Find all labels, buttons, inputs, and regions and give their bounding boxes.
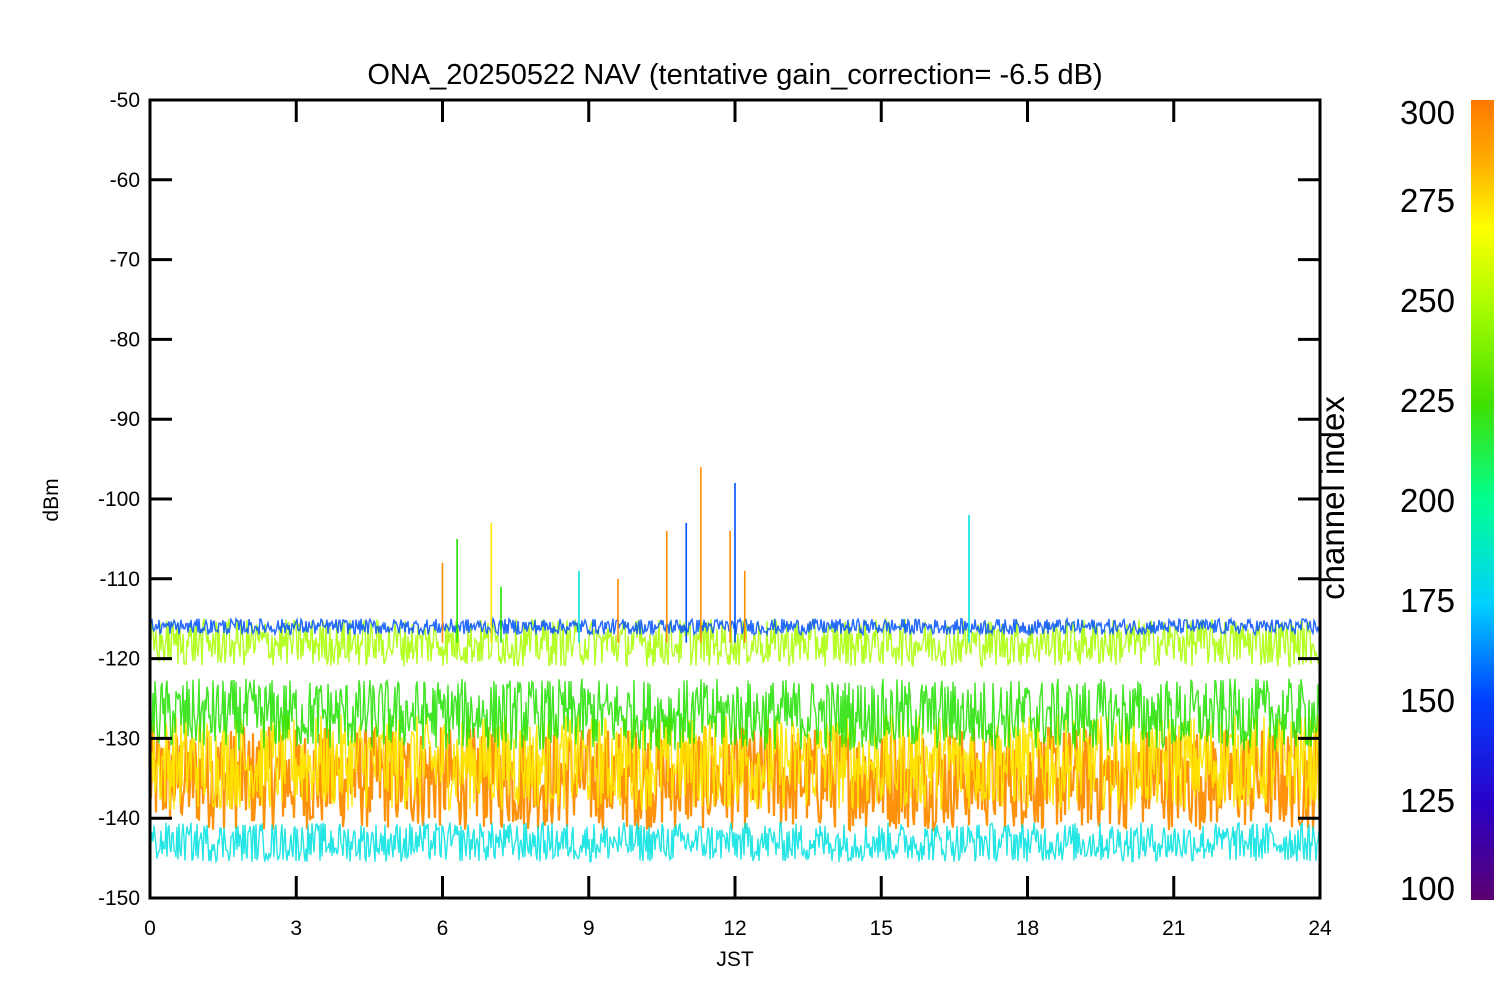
y-tick-label: -70 <box>110 249 140 272</box>
x-tick-label: 15 <box>870 917 893 940</box>
colorbar-tick-label: 275 <box>1400 182 1455 219</box>
colorbar-tick-label: 175 <box>1400 582 1455 619</box>
y-tick-label: -140 <box>98 807 140 830</box>
y-tick-label: -150 <box>98 887 140 910</box>
colorbar-ticks: 300 275 250 225 200 175 150 125 100 <box>1400 94 1455 907</box>
x-tick-label: 18 <box>1016 917 1039 940</box>
x-tick-label: 21 <box>1162 917 1185 940</box>
y-tick-label: -60 <box>110 169 140 192</box>
y-tick-label: -50 <box>110 89 140 112</box>
colorbar <box>1471 100 1494 900</box>
y-tick-label: -80 <box>110 328 140 351</box>
x-tick-label: 0 <box>144 917 156 940</box>
y-tick-label: -110 <box>100 568 140 591</box>
colorbar-label: channel index <box>1314 396 1351 600</box>
x-tick-label: 6 <box>437 917 449 940</box>
chart-title: ONA_20250522 NAV (tentative gain_correct… <box>367 59 1102 91</box>
y-tick-label: -130 <box>98 727 140 750</box>
colorbar-tick-label: 150 <box>1400 682 1455 719</box>
y-tick-label: -120 <box>98 648 140 671</box>
series-line-ch180 <box>150 820 1320 865</box>
colorbar-tick-label: 300 <box>1400 94 1455 131</box>
series-ch180 <box>150 820 1320 865</box>
y-axis-label: dBm <box>40 478 63 521</box>
x-tick-label: 3 <box>290 917 302 940</box>
colorbar-tick-label: 225 <box>1400 382 1455 419</box>
x-tick-label: 24 <box>1308 917 1332 940</box>
x-axis: 0 3 6 9 12 15 18 21 24 <box>144 100 1332 940</box>
data-layer <box>150 467 1320 865</box>
colorbar-tick-label: 200 <box>1400 482 1455 519</box>
y-tick-label: -90 <box>110 408 140 431</box>
x-axis-label: JST <box>716 948 754 971</box>
colorbar-tick-label: 250 <box>1400 282 1455 319</box>
x-tick-label: 12 <box>723 917 746 940</box>
series-ch240 <box>150 678 1320 751</box>
colorbar-tick-label: 100 <box>1400 870 1455 907</box>
y-axis: -50 -60 -70 -80 -90 -100 -110 -120 -130 -140 -150 <box>98 89 1320 910</box>
y-tick-label: -100 <box>98 488 140 511</box>
series-line-ch240 <box>150 678 1320 751</box>
x-tick-label: 9 <box>583 917 595 940</box>
colorbar-tick-label: 125 <box>1400 782 1455 819</box>
